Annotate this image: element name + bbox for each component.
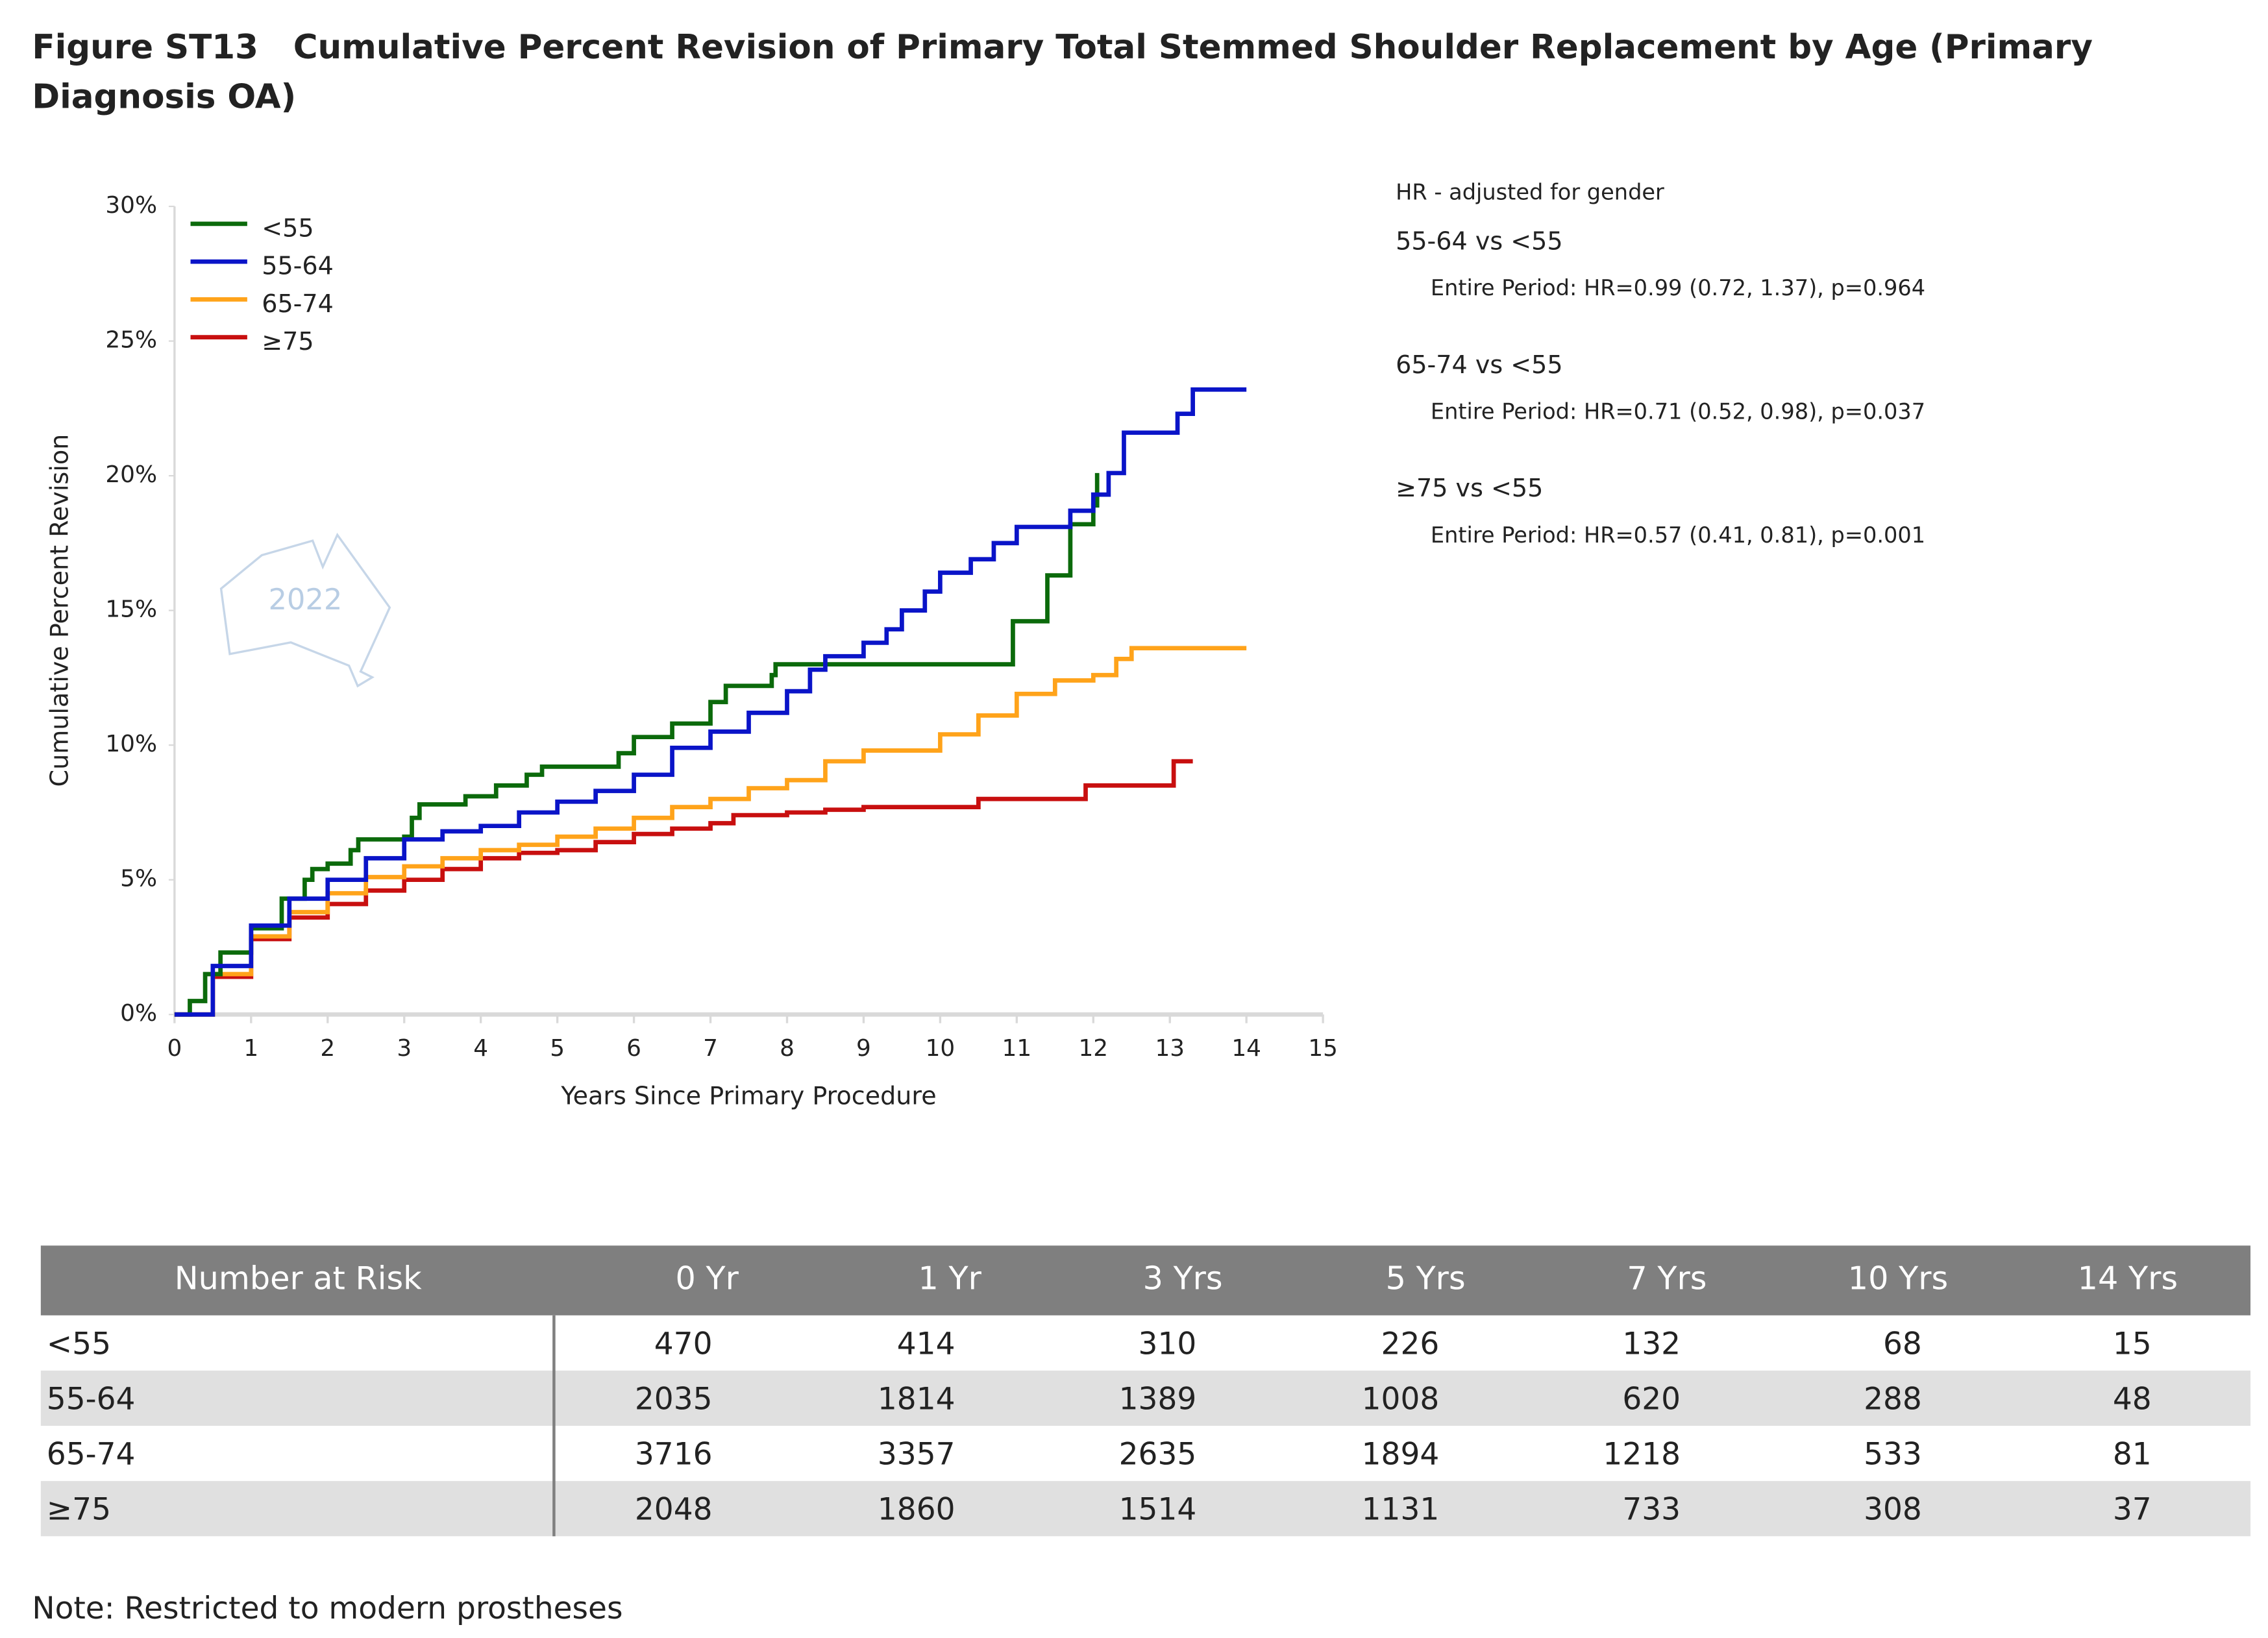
- y-tick-label: 0%: [120, 1000, 157, 1027]
- annotation: 55-64 vs <55: [1396, 227, 1562, 256]
- x-tick-label: 12: [1078, 1035, 1108, 1062]
- table-header-cell: 10 Yrs: [1848, 1260, 1948, 1297]
- legend-label: 55-64: [262, 252, 334, 280]
- table-header-cell: 7 Yrs: [1627, 1260, 1707, 1297]
- x-tick-label: 15: [1308, 1035, 1338, 1062]
- table-cell: 1894: [1362, 1437, 1440, 1473]
- table-row-bg: [40, 1370, 2250, 1426]
- table-header-cell: 1 Yr: [918, 1260, 981, 1297]
- annotation: Entire Period: HR=0.99 (0.72, 1.37), p=0…: [1431, 275, 1925, 300]
- series-line: [174, 646, 1247, 1017]
- annotation: 65-74 vs <55: [1396, 350, 1562, 379]
- x-tick-label: 0: [167, 1035, 182, 1062]
- x-tick-label: 2: [320, 1035, 335, 1062]
- table-header-cell: 5 Yrs: [1386, 1260, 1466, 1297]
- annotation: ≥75 vs <55: [1396, 474, 1543, 502]
- table-cell: 533: [1864, 1437, 1922, 1473]
- table-cell: ≥75: [47, 1492, 111, 1528]
- x-tick-label: 4: [473, 1035, 488, 1062]
- table-cell: 2035: [635, 1381, 713, 1417]
- x-tick-label: 9: [856, 1035, 871, 1062]
- y-tick-label: 25%: [105, 327, 157, 354]
- table-cell: 414: [897, 1326, 955, 1362]
- table-cell: 2048: [635, 1492, 713, 1528]
- series-line: [174, 472, 1100, 1017]
- watermark-text: 2022: [268, 582, 342, 617]
- y-tick-label: 10%: [105, 731, 157, 757]
- table-cell: 1860: [878, 1492, 955, 1528]
- table-cell: 1814: [878, 1381, 955, 1417]
- annotation: Entire Period: HR=0.71 (0.52, 0.98), p=0…: [1431, 399, 1925, 424]
- table-cell: 2635: [1119, 1437, 1197, 1473]
- x-tick-label: 1: [243, 1035, 258, 1062]
- x-tick-label: 7: [703, 1035, 718, 1062]
- y-tick-label: 20%: [105, 461, 157, 488]
- legend-label: <55: [262, 214, 314, 242]
- table-cell: 1389: [1119, 1381, 1197, 1417]
- x-tick-label: 10: [926, 1035, 955, 1062]
- x-axis-label: Years Since Primary Procedure: [560, 1081, 936, 1110]
- y-tick-label: 30%: [105, 192, 157, 219]
- annotation: HR - adjusted for gender: [1396, 179, 1664, 204]
- x-tick-label: 8: [780, 1035, 795, 1062]
- note: Note: Restricted to modern prostheses: [32, 1591, 622, 1626]
- table-header-cell: 14 Yrs: [2078, 1260, 2178, 1297]
- title: Figure ST13 Cumulative Percent Revision …: [32, 28, 2092, 116]
- series-line: [174, 387, 1247, 1017]
- table-cell: 1008: [1362, 1381, 1440, 1417]
- table-cell: 1131: [1362, 1492, 1440, 1528]
- table-cell: 310: [1139, 1326, 1197, 1362]
- table-cell: 132: [1622, 1326, 1681, 1362]
- annotation: Entire Period: HR=0.57 (0.41, 0.81), p=0…: [1431, 522, 1925, 548]
- y-tick-label: 15%: [105, 596, 157, 623]
- table-cell: 81: [2113, 1437, 2152, 1473]
- table-cell: 288: [1864, 1381, 1922, 1417]
- table-cell: 1218: [1603, 1437, 1681, 1473]
- table-row-bg: [40, 1481, 2250, 1537]
- table-cell: 308: [1864, 1492, 1922, 1528]
- table-header-bg: [40, 1245, 2250, 1315]
- y-axis-label: Cumulative Percent Revision: [45, 434, 74, 787]
- x-tick-label: 3: [397, 1035, 412, 1062]
- table-cell: 37: [2113, 1492, 2152, 1528]
- table-cell: 68: [1883, 1326, 1922, 1362]
- y-tick-label: 5%: [120, 866, 157, 892]
- table-cell: 470: [654, 1326, 713, 1362]
- table-cell: 733: [1622, 1492, 1681, 1528]
- table-cell: 55-64: [47, 1381, 136, 1417]
- table-cell: 48: [2113, 1381, 2152, 1417]
- table-cell: 65-74: [47, 1437, 136, 1473]
- table-header-cell: 0 Yr: [675, 1260, 739, 1297]
- table-cell: <55: [47, 1326, 111, 1362]
- table-cell: 226: [1381, 1326, 1440, 1362]
- legend-label: 65-74: [262, 289, 334, 318]
- table-header-cell: 3 Yrs: [1143, 1260, 1223, 1297]
- table-cell: 1514: [1119, 1492, 1197, 1528]
- table-cell: 3357: [878, 1437, 955, 1473]
- table-header-cell: Number at Risk: [175, 1260, 422, 1297]
- table-cell: 3716: [635, 1437, 713, 1473]
- watermark-map: [219, 532, 391, 688]
- x-tick-label: 11: [1002, 1035, 1032, 1062]
- x-tick-label: 14: [1231, 1035, 1261, 1062]
- x-tick-label: 5: [550, 1035, 565, 1062]
- x-tick-label: 13: [1155, 1035, 1185, 1062]
- table-cell: 15: [2113, 1326, 2152, 1362]
- x-tick-label: 6: [626, 1035, 641, 1062]
- legend-label: ≥75: [262, 327, 314, 356]
- table-cell: 620: [1622, 1381, 1681, 1417]
